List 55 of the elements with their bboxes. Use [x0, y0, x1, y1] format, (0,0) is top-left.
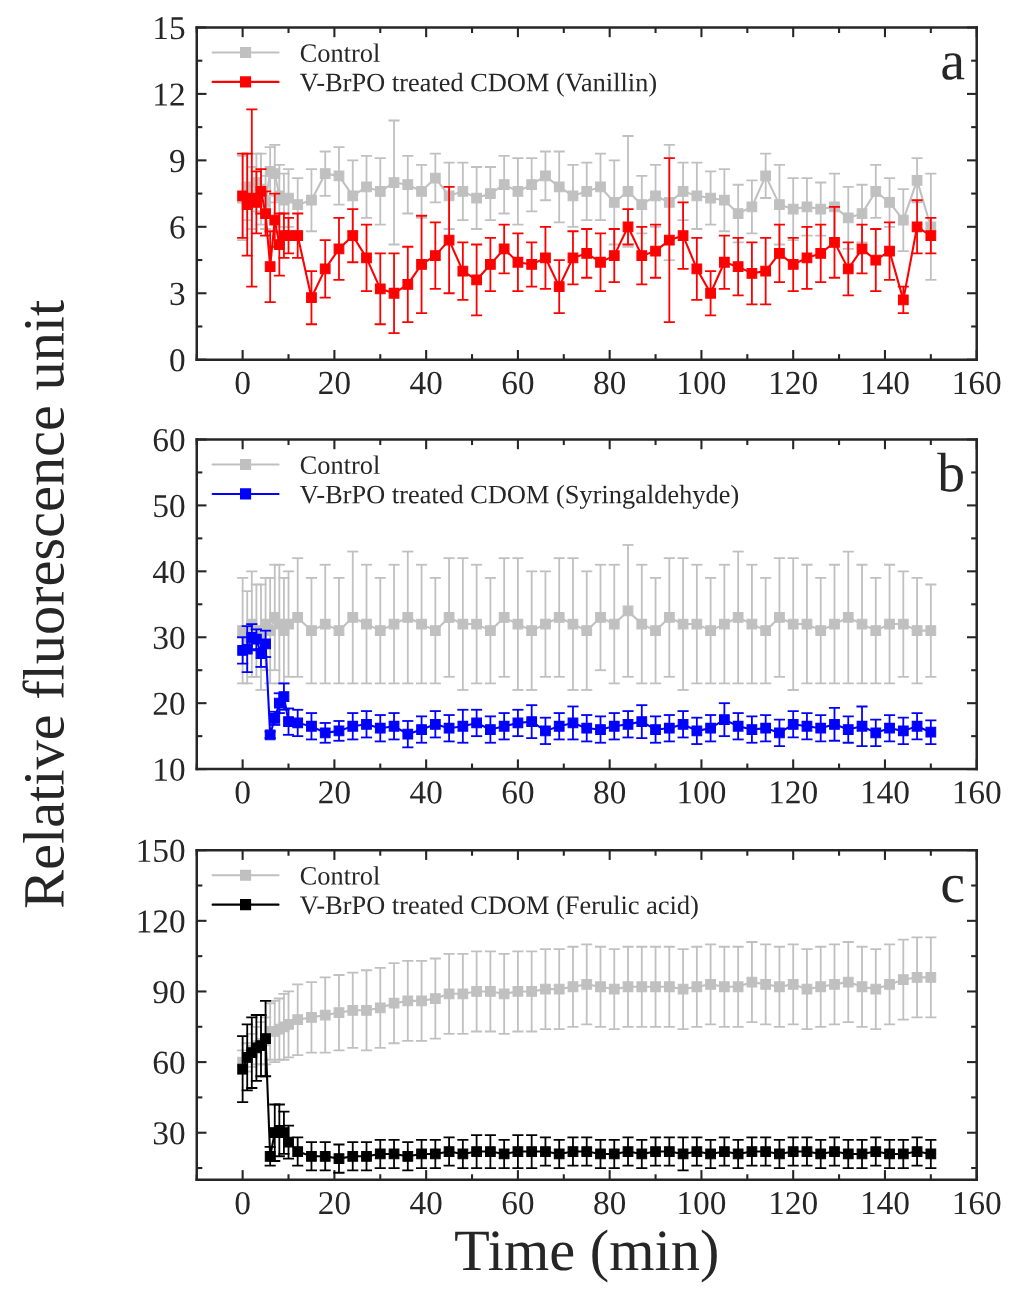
x-tick-label: 0: [235, 371, 250, 395]
y-tick-label: 9: [170, 149, 185, 173]
x-tick-label: 80: [594, 1191, 626, 1215]
x-tick-label: 60: [502, 371, 534, 395]
y-tick-label: 150: [138, 839, 185, 863]
legend-label: V-BrPO treated CDOM (Ferulic acid): [299, 895, 698, 920]
x-tick-label: 0: [235, 781, 250, 804]
x-tick-label: 40: [410, 1191, 442, 1215]
x-tick-label: 100: [679, 371, 726, 395]
x-tick-label: 140: [862, 371, 909, 395]
legend-label: Control: [300, 455, 380, 475]
x-tick-label: 0: [235, 1191, 250, 1215]
x-tick-label: 120: [771, 371, 817, 395]
y-tick-label: 50: [154, 494, 185, 518]
annotation: c: [942, 875, 964, 903]
annotation: b: [937, 452, 963, 492]
x-tick-label: 60: [502, 781, 534, 804]
x-tick-label: 40: [410, 781, 442, 804]
x-tick-label: 140: [862, 1191, 909, 1215]
x-tick-label: 120: [771, 1191, 817, 1215]
x-tick-label: 160: [954, 1191, 1001, 1215]
y-tick-label: 60: [153, 1051, 185, 1074]
y-tick-label: 30: [153, 626, 185, 650]
x-tick-label: 20: [319, 781, 350, 804]
y-tick-label: 3: [170, 282, 185, 306]
x-tick-label: 160: [954, 781, 1001, 804]
legend-label: Control: [300, 866, 380, 885]
x-tick-label: 20: [319, 1191, 350, 1215]
x-tick-label: 140: [862, 781, 909, 804]
y-tick-label: 40: [152, 560, 185, 584]
x-tick-label: 20: [319, 371, 350, 395]
y-tick-label: 12: [155, 83, 184, 106]
legend-label: V-BrPO treated CDOM (Syringaldehyde): [299, 484, 739, 509]
y-tick-label: 60: [153, 428, 185, 452]
y-tick-label: 120: [138, 910, 185, 933]
x-tick-label: 80: [594, 371, 626, 395]
x-tick-label: 100: [679, 781, 726, 804]
y-tick-label: 15: [155, 17, 185, 40]
legend-label: V-BrPO treated CDOM (Vanillin): [299, 72, 656, 97]
x-tick-label: 60: [502, 1191, 534, 1215]
x-axis-title: Time (min): [455, 1229, 717, 1283]
annotation: a: [942, 53, 965, 80]
y-tick-label: 10: [155, 758, 185, 781]
x-tick-label: 100: [679, 1191, 726, 1215]
x-tick-label: 120: [771, 781, 817, 804]
x-tick-label: 160: [954, 371, 1001, 395]
y-tick-label: 6: [170, 216, 185, 239]
y-axis-title: Relative fluorescence unit: [22, 300, 65, 908]
x-tick-label: 80: [594, 781, 626, 804]
y-tick-label: 30: [153, 1122, 185, 1145]
y-tick-label: 20: [153, 692, 185, 716]
legend-label: Control: [300, 43, 380, 63]
y-tick-label: 0: [170, 349, 185, 372]
y-tick-label: 90: [153, 980, 185, 1004]
x-tick-label: 40: [410, 371, 442, 395]
